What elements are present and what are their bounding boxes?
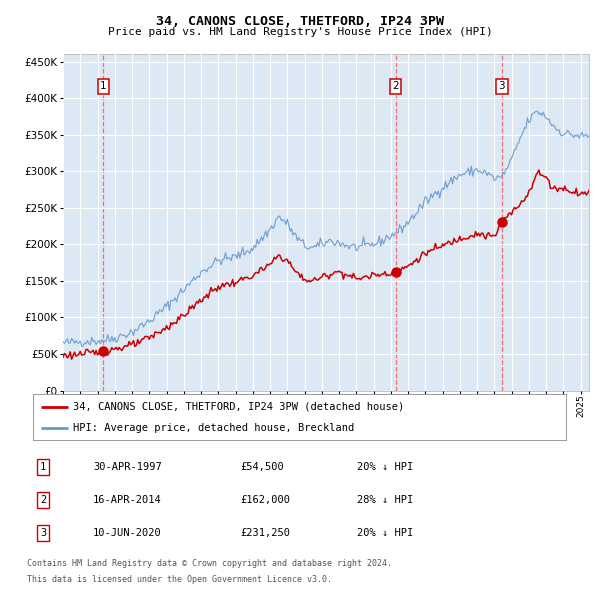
Text: Price paid vs. HM Land Registry's House Price Index (HPI): Price paid vs. HM Land Registry's House …	[107, 27, 493, 37]
Text: 3: 3	[499, 81, 505, 91]
Text: 28% ↓ HPI: 28% ↓ HPI	[357, 496, 413, 505]
Text: 1: 1	[40, 463, 46, 472]
Text: 3: 3	[40, 529, 46, 538]
Text: Contains HM Land Registry data © Crown copyright and database right 2024.: Contains HM Land Registry data © Crown c…	[27, 559, 392, 568]
Text: 2: 2	[40, 496, 46, 505]
Text: 16-APR-2014: 16-APR-2014	[93, 496, 162, 505]
Text: £162,000: £162,000	[240, 496, 290, 505]
Text: £231,250: £231,250	[240, 529, 290, 538]
Text: 20% ↓ HPI: 20% ↓ HPI	[357, 529, 413, 538]
Text: 1: 1	[100, 81, 107, 91]
Text: £54,500: £54,500	[240, 463, 284, 472]
Text: 34, CANONS CLOSE, THETFORD, IP24 3PW: 34, CANONS CLOSE, THETFORD, IP24 3PW	[156, 15, 444, 28]
Text: 30-APR-1997: 30-APR-1997	[93, 463, 162, 472]
Text: This data is licensed under the Open Government Licence v3.0.: This data is licensed under the Open Gov…	[27, 575, 332, 584]
Text: HPI: Average price, detached house, Breckland: HPI: Average price, detached house, Brec…	[73, 422, 354, 432]
Text: 34, CANONS CLOSE, THETFORD, IP24 3PW (detached house): 34, CANONS CLOSE, THETFORD, IP24 3PW (de…	[73, 402, 404, 412]
Text: 2: 2	[392, 81, 399, 91]
Text: 10-JUN-2020: 10-JUN-2020	[93, 529, 162, 538]
Text: 20% ↓ HPI: 20% ↓ HPI	[357, 463, 413, 472]
